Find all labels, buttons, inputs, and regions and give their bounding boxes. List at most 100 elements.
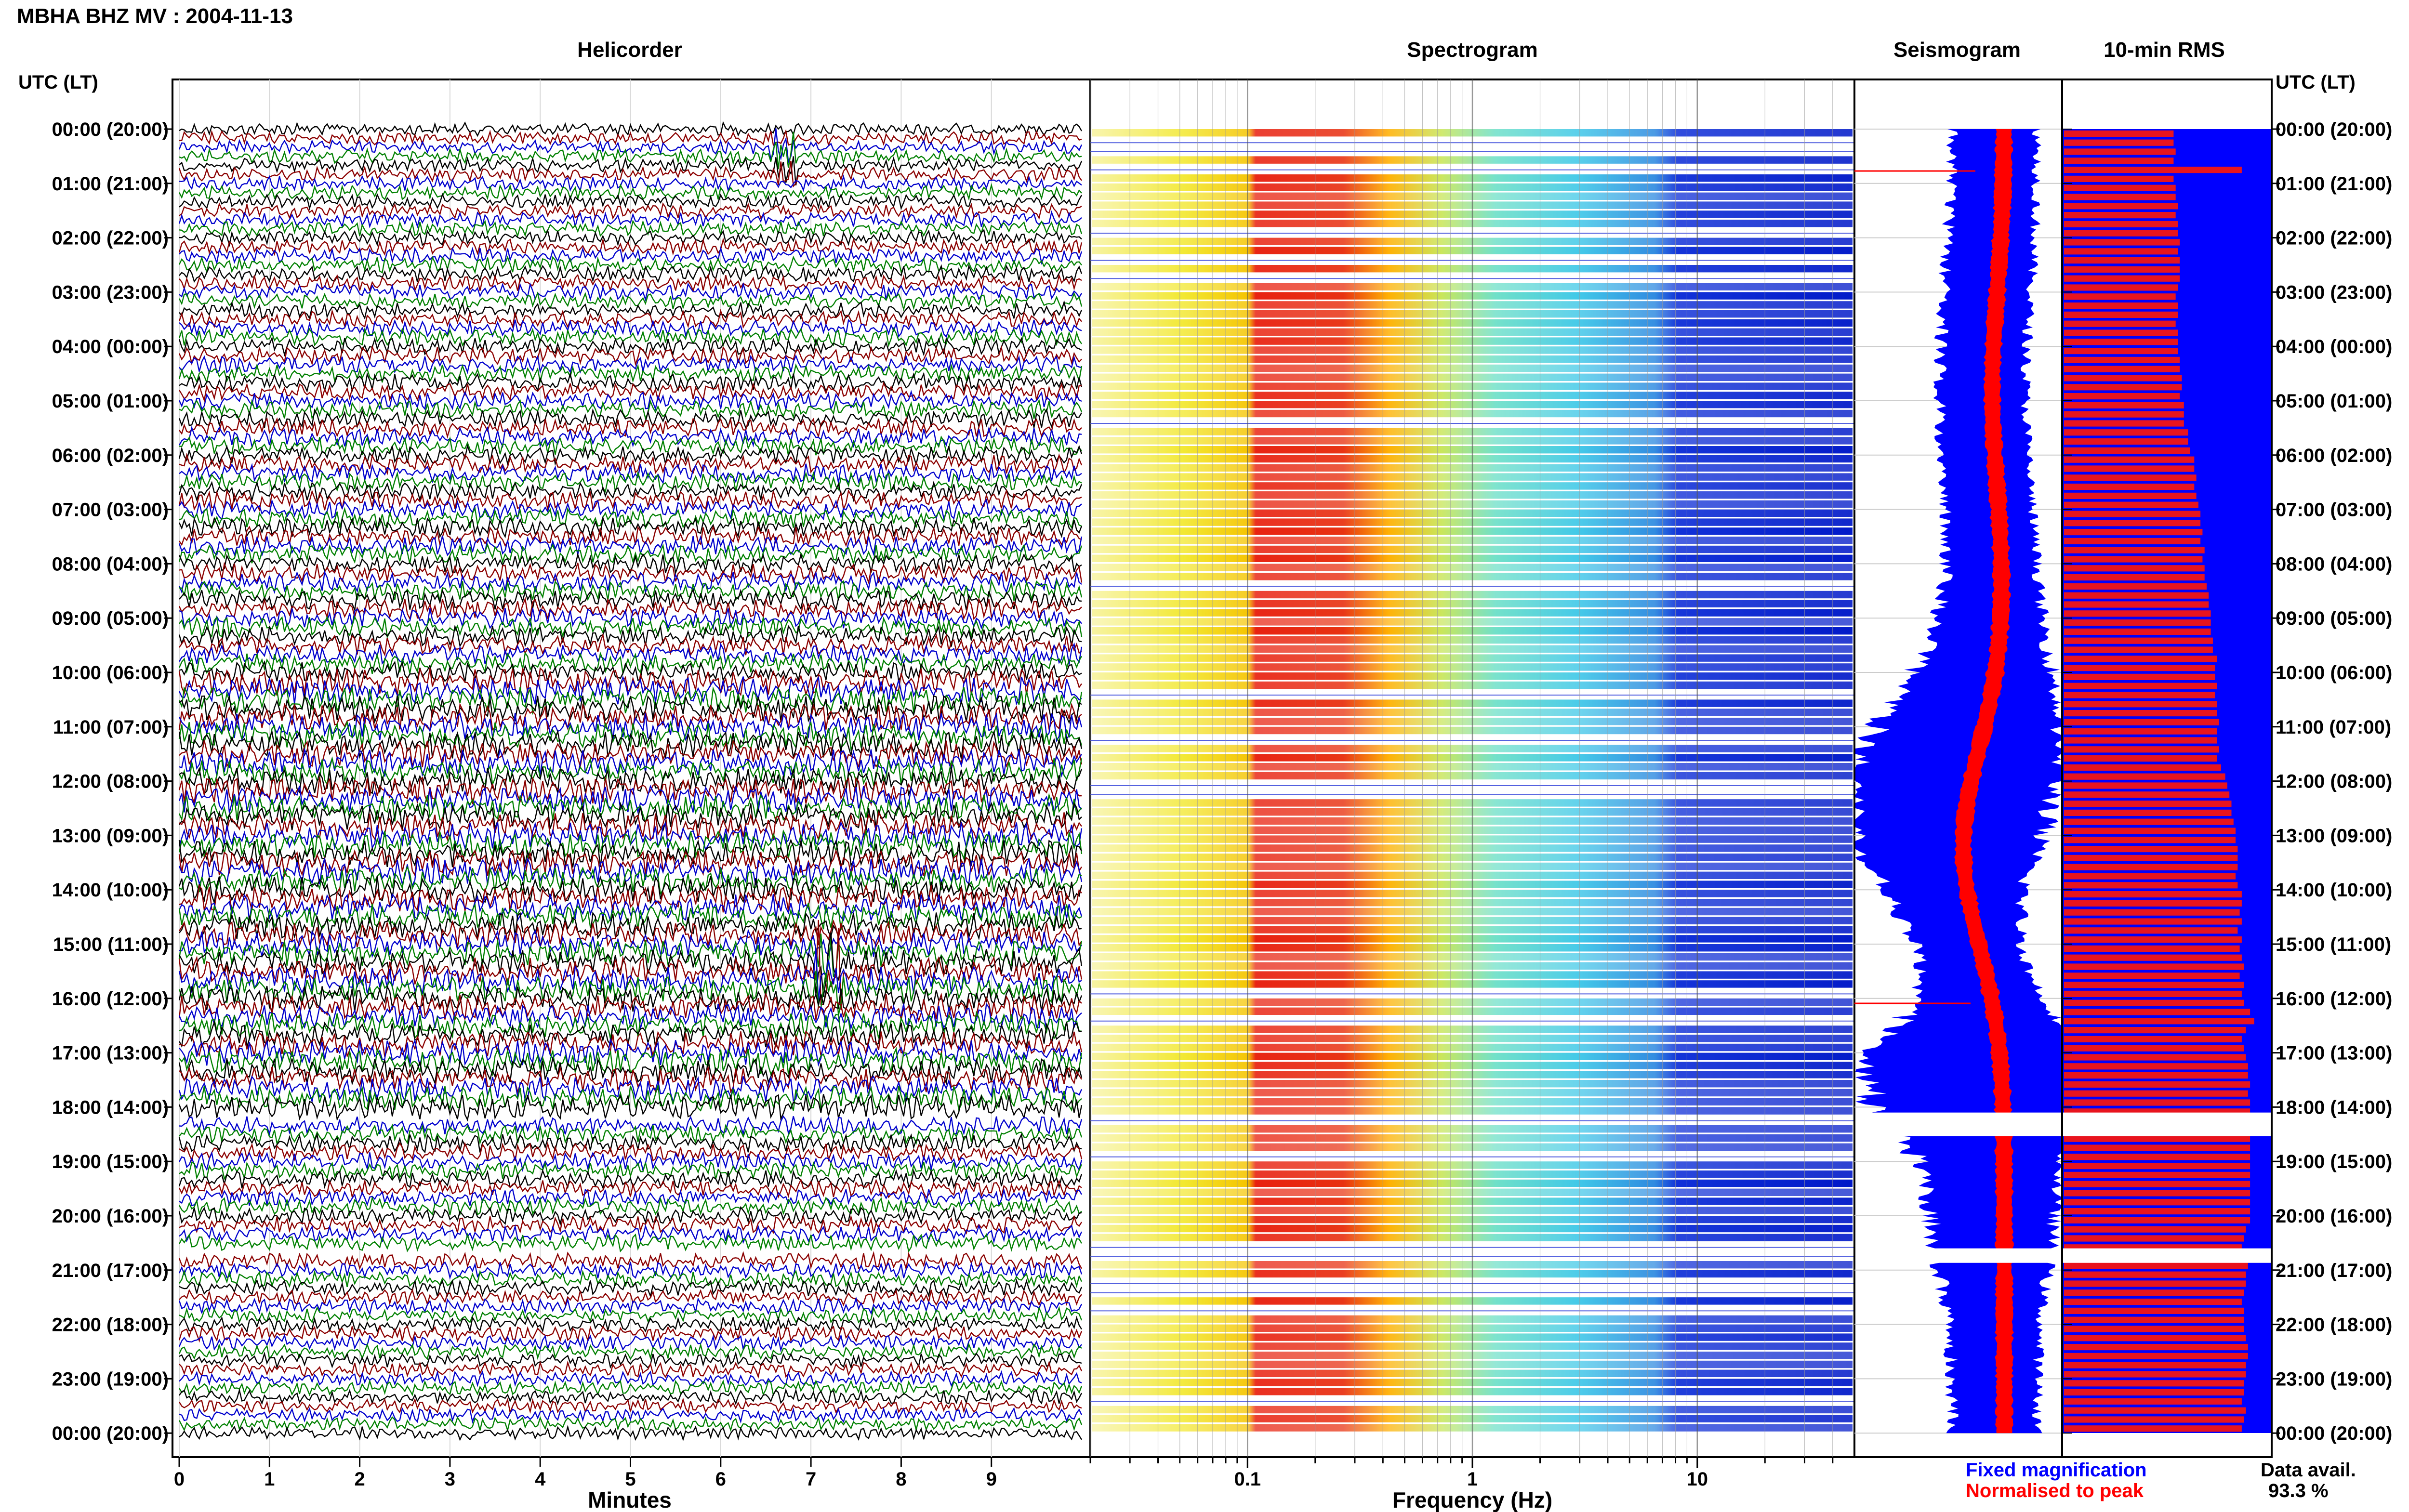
time-label-left: 17:00 (13:00)	[52, 1043, 169, 1064]
rms-bar	[2064, 565, 2205, 572]
rms-bar	[2064, 801, 2232, 807]
time-label-right: 07:00 (03:00)	[2276, 500, 2392, 521]
helicorder-trace	[179, 1188, 1083, 1208]
rms-bar	[2064, 1299, 2242, 1305]
rms-bar	[2064, 167, 2242, 173]
rms-bar	[2064, 656, 2217, 662]
time-label-left: 00:00 (20:00)	[52, 1423, 169, 1444]
helicorder-trace	[178, 515, 1083, 539]
helicorder-trace	[179, 866, 1082, 896]
rms-bar	[2064, 257, 2180, 264]
helicorder-trace	[179, 131, 1082, 170]
time-label-right: 14:00 (10:00)	[2276, 880, 2392, 901]
rms-bar	[2064, 873, 2236, 880]
time-label-left: 07:00 (03:00)	[52, 500, 169, 521]
time-label-left: 23:00 (19:00)	[52, 1368, 169, 1390]
figure-title: MBHA BHZ MV : 2004-11-13	[17, 4, 293, 28]
helicorder-trace	[178, 839, 1083, 868]
time-label-right: 00:00 (20:00)	[2276, 1423, 2392, 1444]
rms-bar	[2064, 547, 2205, 553]
rms-bar	[2064, 828, 2236, 834]
helicorder-trace	[178, 1196, 1082, 1217]
helicorder-traces	[178, 121, 1083, 1442]
helicorder-trace	[178, 535, 1083, 558]
rms-gridlines	[2063, 129, 2072, 1434]
rms-bar	[2064, 1045, 2244, 1052]
helicorder-trace	[178, 327, 1082, 348]
helicorder-trace	[178, 624, 1082, 649]
rms-bar	[2064, 746, 2219, 753]
helicorder-trace	[178, 597, 1082, 620]
rms-bar	[2064, 1389, 2244, 1396]
left-axis-header: UTC (LT)	[18, 72, 98, 93]
rms-bar	[2064, 184, 2176, 191]
time-label-right: 18:00 (14:00)	[2276, 1097, 2392, 1118]
helicorder-trace	[178, 1085, 1082, 1112]
rms-bar	[2064, 701, 2217, 708]
helicorder-trace	[178, 1296, 1083, 1316]
seismogram-gap	[1855, 1112, 2061, 1136]
rms-bar	[2064, 1344, 2248, 1351]
rms-bar	[2064, 791, 2230, 798]
time-label-left: 18:00 (14:00)	[52, 1097, 169, 1118]
minute-tick-label: 8	[896, 1469, 906, 1490]
rms-gap	[2063, 1112, 2271, 1136]
helicorder-trace	[178, 408, 1083, 430]
helicorder-trace	[179, 525, 1082, 547]
helicorder-trace	[178, 237, 1083, 256]
helicorder-panel: 0 1 2 3 4 5 6 7 8 9 Minutes	[172, 79, 1091, 1512]
time-label-right: 22:00 (18:00)	[2276, 1315, 2392, 1336]
helicorder-trace	[178, 543, 1083, 566]
rms-bar	[2064, 1226, 2246, 1233]
helicorder-trace	[179, 318, 1082, 338]
rms-bar	[2064, 284, 2178, 291]
helicorder-trace	[179, 507, 1082, 530]
time-label-left: 20:00 (16:00)	[52, 1206, 169, 1227]
helicorder-trace	[179, 462, 1082, 485]
helicorder-trace	[179, 883, 1082, 913]
spectrogram-panel: 0.1 1 10 Frequency (Hz)	[1089, 79, 1855, 1512]
spectrogram-gridlines	[1090, 79, 1833, 1457]
helicorder-trace	[178, 480, 1083, 503]
time-label-right: 09:00 (05:00)	[2276, 608, 2392, 629]
rms-bar	[2064, 809, 2232, 816]
rms-bar	[2064, 1208, 2250, 1215]
time-label-left: 08:00 (04:00)	[52, 553, 169, 575]
rms-bar	[2064, 1090, 2248, 1097]
helicorder-trace	[179, 1369, 1082, 1387]
rms-bar	[2064, 954, 2242, 961]
rms-bar	[2064, 619, 2211, 626]
rms-bar	[2064, 293, 2176, 300]
rms-bar	[2064, 1235, 2244, 1242]
time-label-right: 08:00 (04:00)	[2276, 553, 2392, 575]
time-label-left: 02:00 (22:00)	[52, 228, 169, 249]
rms-bar	[2064, 990, 2242, 997]
rms-bar	[2064, 538, 2201, 544]
helicorder-trace	[179, 1223, 1083, 1244]
helicorder-trace	[179, 202, 1082, 220]
time-label-right: 21:00 (17:00)	[2276, 1260, 2392, 1281]
rms-bar	[2064, 384, 2182, 391]
helicorder-trace	[179, 1388, 1083, 1406]
rms-bar	[2064, 320, 2176, 327]
rms-bar	[2064, 148, 2176, 155]
helicorder-trace	[178, 857, 1083, 887]
rms-bar	[2064, 1371, 2246, 1378]
seismogram-gaps	[1855, 1112, 2061, 1263]
helicorder-trace	[178, 444, 1083, 467]
rms-bar	[2064, 737, 2217, 744]
helicorder-trace	[179, 416, 1082, 439]
rms-bar	[2064, 420, 2184, 427]
helicorder-trace	[179, 1306, 1083, 1325]
rms-bar	[2064, 773, 2225, 780]
rms-bar	[2064, 1027, 2246, 1034]
rms-bar	[2064, 1262, 2248, 1269]
helicorder-trace	[178, 1251, 1083, 1271]
rms-bar	[2064, 1199, 2250, 1206]
rms-bar	[2064, 719, 2219, 725]
minute-tick-label: 6	[715, 1469, 726, 1490]
rms-bar	[2064, 302, 2178, 309]
helicorder-trace	[179, 371, 1083, 393]
time-label-right: 06:00 (02:00)	[2276, 445, 2392, 466]
seismogram-panel	[1853, 79, 2063, 1458]
